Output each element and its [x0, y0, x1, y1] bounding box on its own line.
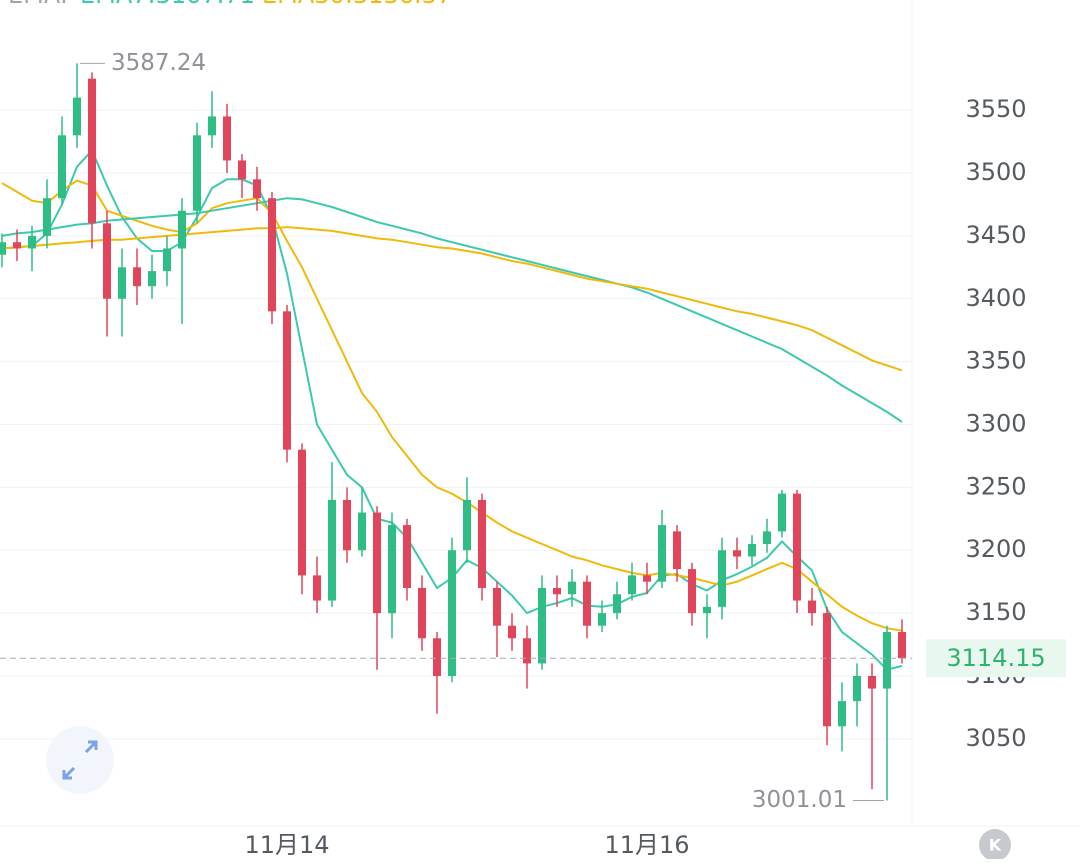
candle-body: [493, 587, 501, 626]
candle-body: [418, 587, 426, 639]
y-tick-label: 3250: [965, 472, 1026, 500]
ema-line: [1, 179, 903, 632]
candle-body: [553, 587, 561, 595]
candle-body: [463, 499, 471, 551]
candle-body: [703, 606, 711, 614]
candle-body: [298, 449, 306, 576]
candle-body: [238, 160, 246, 180]
candle-body: [253, 179, 261, 199]
legend-entry: EMA7:3107.71: [80, 0, 255, 9]
k-circle[interactable]: [979, 829, 1011, 861]
candle-body: [793, 493, 801, 601]
k-label[interactable]: K: [989, 836, 1002, 855]
y-tick-label: 3550: [965, 95, 1026, 123]
candle-body: [13, 242, 21, 249]
y-tick-label: 3050: [965, 724, 1026, 752]
y-tick-label: 3450: [965, 221, 1026, 249]
k-button[interactable]: K: [979, 829, 1011, 861]
candle-body: [688, 569, 696, 614]
candle-body: [568, 581, 576, 595]
candle-body: [778, 493, 786, 532]
candle-body: [658, 525, 666, 582]
candle-body: [748, 543, 756, 557]
candle-body: [898, 631, 906, 659]
candle-body: [718, 550, 726, 607]
candle-body: [523, 638, 531, 664]
candle-body: [373, 512, 381, 614]
candle-body: [538, 587, 546, 664]
last-price-box: [926, 639, 1066, 678]
candle-body: [148, 271, 156, 287]
ema-line: [1, 226, 903, 372]
legend-title: EMA:: [8, 0, 68, 9]
candle-body: [313, 575, 321, 601]
candle-body: [43, 198, 51, 236]
candle-body: [163, 248, 171, 272]
candle-body: [853, 675, 861, 702]
expand-button[interactable]: [46, 726, 114, 794]
labels: 3050310031503200325033003350340034503500…: [0, 50, 1066, 859]
candle-body: [673, 531, 681, 570]
candle-body: [283, 311, 291, 450]
candle-body: [823, 613, 831, 727]
candle-body: [628, 575, 636, 595]
candle-body: [358, 512, 366, 551]
candle-body: [343, 499, 351, 551]
low-label: 3001.01: [752, 787, 847, 813]
y-tick-label: 3400: [965, 284, 1026, 312]
candle-body: [613, 594, 621, 614]
candle-body: [433, 638, 441, 676]
x-tick-label: 11月16: [604, 831, 689, 859]
candle-body: [193, 135, 201, 211]
candle-body: [643, 575, 651, 582]
expand-circle[interactable]: [46, 726, 114, 794]
candle-body: [508, 625, 516, 639]
candle-body: [763, 531, 771, 544]
candle-body: [583, 581, 591, 626]
candle-body: [73, 97, 81, 136]
y-tick-label: 3500: [965, 158, 1026, 186]
candle-body: [223, 116, 231, 161]
ema-line: [1, 197, 903, 423]
candle-body: [88, 78, 96, 224]
y-tick-label: 3350: [965, 347, 1026, 375]
candle-body: [598, 613, 606, 626]
candle-body: [133, 267, 141, 287]
x-tick-label: 11月14: [244, 831, 329, 859]
candle-body: [478, 499, 486, 588]
candle-body: [883, 631, 891, 689]
candle-body: [58, 135, 66, 199]
y-tick-label: 3150: [965, 598, 1026, 626]
high-label: 3587.24: [111, 50, 206, 76]
candle-body: [403, 525, 411, 588]
candle-body: [118, 267, 126, 299]
candle-body: [733, 550, 741, 557]
candle-body: [208, 116, 216, 136]
candle-body: [868, 675, 876, 689]
last-price-label: 3114.15: [946, 644, 1045, 672]
candle-body: [103, 223, 111, 299]
expand-icon[interactable]: [62, 740, 98, 780]
candle-body: [838, 701, 846, 727]
candle-body: [808, 600, 816, 614]
candle-body: [0, 242, 6, 255]
candle-body: [268, 198, 276, 312]
y-tick-label: 3300: [965, 410, 1026, 438]
candles: [0, 63, 906, 801]
legend-entry: EMA30:3136.37: [262, 0, 452, 9]
candle-body: [328, 499, 336, 601]
candle-body: [388, 525, 396, 614]
candle-body: [448, 550, 456, 676]
y-tick-label: 3200: [965, 535, 1026, 563]
candle-body: [28, 235, 36, 249]
candle-body: [178, 210, 186, 249]
